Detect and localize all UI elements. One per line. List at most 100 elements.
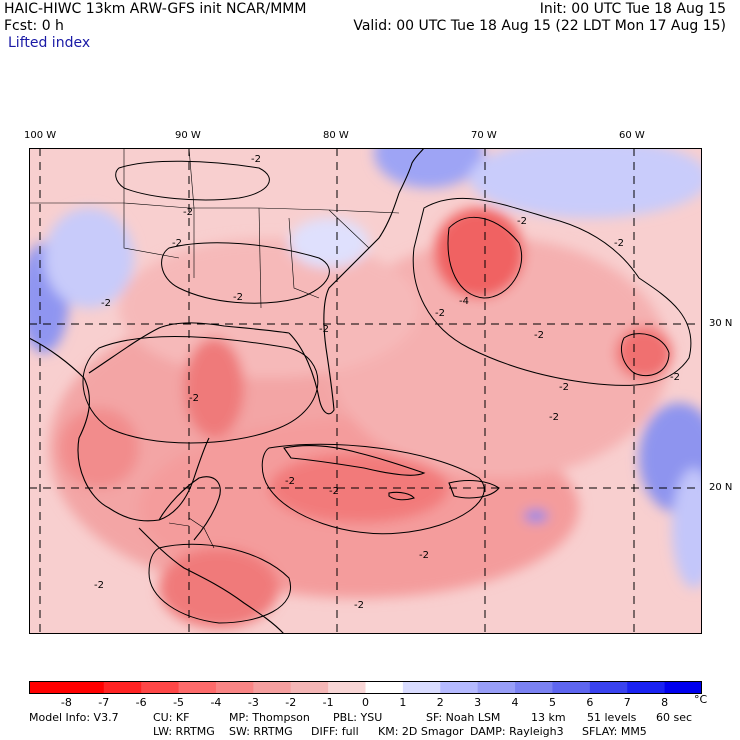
forecast-hour: Fcst: 0 h (4, 18, 64, 34)
contour-southeast-us (161, 242, 330, 304)
colorbar-tick-label: 3 (474, 696, 482, 709)
model-info-cu: CU: KF (153, 711, 190, 724)
border-8 (168, 522, 190, 527)
contour-label: -2 (614, 238, 624, 249)
contour-label: -2 (285, 476, 295, 487)
coastline-central-america (138, 527, 285, 634)
colorbar-cell (103, 681, 142, 694)
coastline-east (398, 148, 425, 194)
model-info-diff: DIFF: full (311, 725, 359, 738)
colorbar-cell (664, 681, 702, 694)
colorbar-tick-label: -3 (247, 696, 259, 709)
lifted-index-map: -2 -2 -2 -2 -2 -2 -2 -2 -2 -4 -2 -2 -2 -… (29, 148, 702, 634)
colorbar-tick-label: -8 (60, 696, 72, 709)
colorbar-tick-label: 0 (362, 696, 369, 709)
contour-label: -2 (517, 216, 527, 227)
colorbar-tick-label: 1 (399, 696, 407, 709)
model-info-levels: 51 levels (587, 711, 637, 724)
field-stable-east-edge (672, 468, 702, 588)
contour-label: -2 (670, 372, 680, 383)
contour-west-caribbean (148, 543, 292, 624)
colorbar-cell (178, 681, 217, 694)
field-core-atlantic (434, 208, 524, 298)
lon-label-70w: 70 W (471, 130, 497, 141)
colorbar-tick-label: -5 (173, 696, 185, 709)
border-7 (188, 517, 215, 549)
model-info-pbl: PBL: YSU (333, 711, 383, 724)
colorbar-cell (29, 681, 67, 694)
lon-label-80w: 80 W (323, 130, 349, 141)
contour-label: -2 (419, 550, 429, 561)
colorbar-tick-label: -1 (322, 696, 334, 709)
model-info-km: KM: 2D Smagor (378, 725, 464, 738)
lon-label-60w: 60 W (619, 130, 645, 141)
colorbar-cell (365, 681, 404, 694)
contour-label: -2 (189, 393, 199, 404)
colorbar (29, 681, 702, 694)
border-3 (188, 148, 195, 278)
colorbar-cell (552, 681, 591, 694)
colorbar-tick-label: -6 (135, 696, 147, 709)
colorbar-cell (290, 681, 329, 694)
colorbar-cell (141, 681, 180, 694)
field-stable-midatlantic (374, 148, 484, 188)
coastline-florida (288, 192, 400, 415)
colorbar-cell (402, 681, 441, 694)
colorbar-unit: °C (694, 693, 708, 706)
model-info-sf: SF: Noah LSM (426, 711, 501, 724)
field-core-east (616, 327, 672, 379)
contour-gulf (82, 335, 319, 444)
colorbar-cell (515, 681, 553, 694)
lon-label-90w: 90 W (175, 130, 201, 141)
coastline-us-gulf (88, 322, 290, 374)
contour-label-min: -4 (459, 296, 469, 307)
colorbar-cell (589, 681, 628, 694)
map-frame (29, 148, 702, 634)
colorbar-tick-label: -4 (210, 696, 222, 709)
model-info-sflay: SFLAY: MM5 (582, 725, 647, 738)
model-info-version: Model Info: V3.7 (29, 711, 119, 724)
colorbar-cell (627, 681, 666, 694)
contour-north (115, 160, 270, 201)
lat-label-30n: 30 N (709, 318, 733, 329)
field-stable-puerto-rico (524, 510, 548, 522)
field-core-west-caribbean (159, 548, 279, 628)
contour-label: -2 (172, 238, 182, 249)
model-info-damp: DAMP: Rayleigh3 (470, 725, 564, 738)
contour-labels: -2 -2 -2 -2 -2 -2 -2 -2 -2 -4 -2 -2 -2 -… (94, 154, 680, 611)
coastline-gulf (29, 337, 210, 522)
model-info-timestep: 60 sec (656, 711, 693, 724)
contour-label: -2 (435, 308, 445, 319)
contour-east (621, 333, 670, 377)
field-stable-texas (44, 208, 134, 308)
coastline-yucatan (158, 476, 221, 541)
contour-label: -2 (101, 298, 111, 309)
model-info-sw: SW: RRTMG (229, 725, 293, 738)
contour-label: -2 (251, 154, 261, 165)
border-4 (258, 207, 262, 309)
colorbar-cell (66, 681, 105, 694)
colorbar-tick-label: 8 (661, 696, 669, 709)
coastline-jamaica (388, 491, 415, 501)
colorbar-tick-label: 7 (623, 696, 631, 709)
field-core-gulf (184, 338, 244, 438)
contour-label: -2 (233, 292, 243, 303)
colorbar-tick-label: 2 (436, 696, 444, 709)
contour-label: -2 (559, 382, 569, 393)
contour-atlantic (412, 197, 692, 386)
colorbar-cell (328, 681, 366, 694)
colorbar-tick-label: 4 (511, 696, 519, 709)
colorbar-tick-label: -7 (98, 696, 110, 709)
political-borders (29, 148, 400, 549)
colorbar-cell (477, 681, 516, 694)
contour-label: -2 (94, 580, 104, 591)
border-6 (328, 209, 370, 249)
model-info-resolution: 13 km (531, 711, 566, 724)
contour-label: -2 (183, 207, 193, 218)
model-info-lw: LW: RRTMG (153, 725, 215, 738)
colorbar-tick-label: 5 (548, 696, 556, 709)
border-5 (288, 217, 320, 299)
valid-time: Valid: 00 UTC Tue 18 Aug 15 (22 LDT Mon … (353, 18, 726, 34)
border-2 (123, 148, 180, 259)
contour-label: -2 (534, 330, 544, 341)
